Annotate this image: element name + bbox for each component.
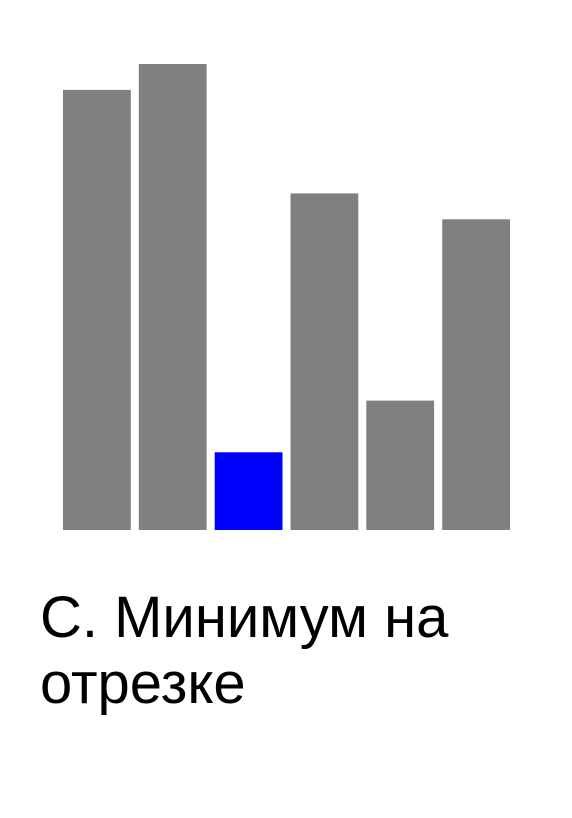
bar (442, 219, 510, 531)
page-title: C. Минимум на отрезке (40, 585, 449, 716)
bar (63, 89, 131, 531)
bar-chart (63, 64, 510, 531)
bar (138, 64, 207, 530)
bar-minimum (214, 452, 283, 530)
bar (290, 193, 359, 530)
bar (366, 400, 435, 530)
